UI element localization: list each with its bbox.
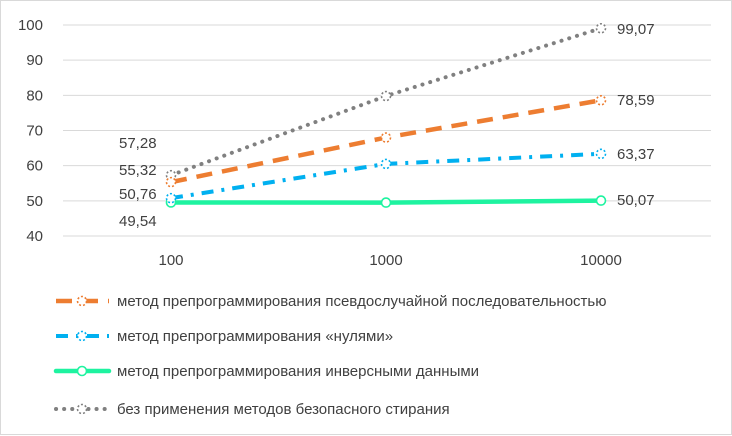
- x-tick-label: 1000: [369, 252, 402, 269]
- y-tick-label: 90: [26, 52, 43, 69]
- data-point-marker: [165, 169, 177, 181]
- data-label: 78,59: [617, 92, 655, 109]
- legend-label: метод препрограммирования «нулями»: [117, 328, 393, 345]
- data-label: 49,54: [119, 213, 157, 230]
- data-label: 99,07: [617, 21, 655, 38]
- data-point-marker: [595, 22, 607, 34]
- y-tick-label: 70: [26, 123, 43, 140]
- data-point-marker: [595, 94, 607, 106]
- data-label: 57,28: [119, 135, 157, 152]
- legend-marker-swatch: [76, 365, 88, 377]
- data-point-marker: [165, 192, 177, 204]
- data-point-marker: [595, 195, 607, 206]
- legend-marker-swatch: [76, 403, 88, 415]
- data-point-marker: [380, 197, 392, 208]
- y-tick-label: 60: [26, 158, 43, 175]
- data-point-marker: [380, 132, 392, 143]
- data-point-marker: [380, 158, 392, 170]
- x-tick-label: 100: [158, 252, 183, 269]
- data-label: 63,37: [617, 146, 655, 163]
- y-tick-label: 40: [26, 228, 43, 245]
- data-point-marker: [380, 90, 392, 102]
- x-tick-label: 10000: [580, 252, 622, 269]
- data-label: 50,76: [119, 186, 157, 203]
- data-label: 50,07: [617, 192, 655, 209]
- legend-label: метод препрограммирования псевдослучайно…: [117, 293, 606, 310]
- legend-marker-swatch: [76, 295, 88, 307]
- data-label: 55,32: [119, 162, 157, 179]
- y-tick-label: 80: [26, 87, 43, 104]
- legend-label: без применения методов безопасного стира…: [117, 401, 450, 418]
- legend-marker-swatch: [76, 330, 88, 342]
- series-line-3: [169, 26, 603, 178]
- y-tick-label: 50: [26, 193, 43, 210]
- legend-label: метод препрограммирования инверсными дан…: [117, 363, 479, 380]
- data-point-marker: [595, 148, 607, 160]
- y-tick-label: 100: [18, 17, 43, 34]
- data-point-marker: [165, 176, 177, 188]
